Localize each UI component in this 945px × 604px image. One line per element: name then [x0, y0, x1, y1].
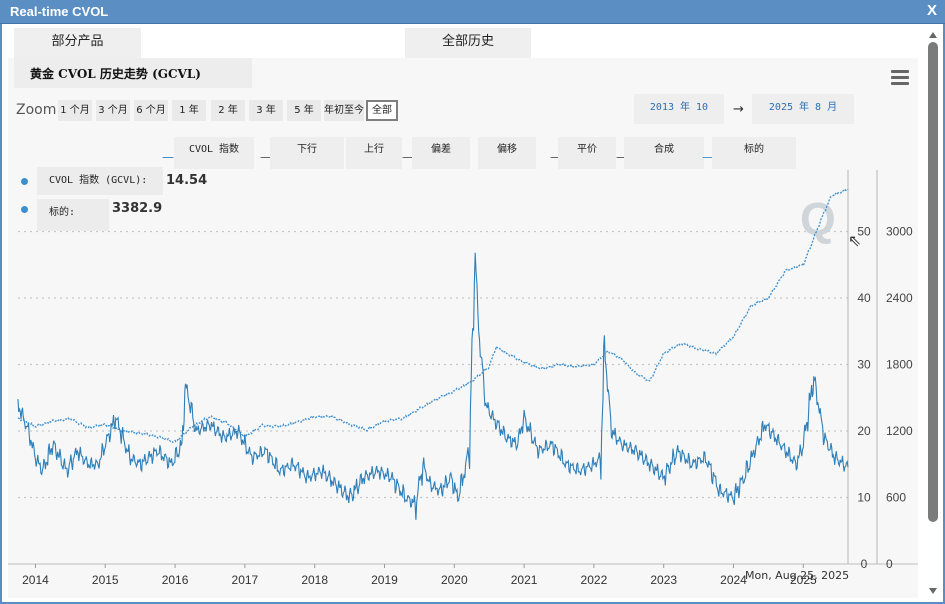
- legend-item-composite[interactable]: 合成: [624, 137, 704, 169]
- zoom-3-year-button[interactable]: 3 年: [249, 100, 283, 121]
- left-axis-tick-label: 10: [857, 491, 871, 505]
- tooltip-cvol-value: 14.54: [166, 173, 208, 188]
- vertical-scrollbar[interactable]: [927, 28, 939, 596]
- right-axis-tick-label: 0: [886, 557, 893, 571]
- mouse-cursor-icon: ⇖: [848, 231, 861, 250]
- right-axis-tick-label: 1200: [886, 424, 913, 438]
- watermark-logo-icon: Q: [800, 193, 836, 245]
- zoom-6-month-button[interactable]: 6 个月: [134, 100, 168, 121]
- x-axis-tick-label: 2016: [162, 573, 189, 587]
- tooltip-cvol-label: CVOL 指数 (GCVL):: [37, 167, 163, 195]
- x-axis-tick-label: 2015: [92, 573, 119, 587]
- tab-partial-products[interactable]: 部分产品: [14, 28, 141, 58]
- legend-item-upside[interactable]: 上行: [346, 137, 402, 169]
- legend-item-downside[interactable]: 下行: [270, 137, 344, 169]
- zoom-1-year-button[interactable]: 1 年: [172, 100, 206, 121]
- zoom-all-button[interactable]: 全部: [366, 100, 398, 121]
- right-axis-tick-label: 3000: [886, 225, 913, 239]
- hover-date-label: Mon, Aug 25, 2025: [745, 569, 850, 582]
- right-axis-tick-label: 1800: [886, 358, 913, 372]
- legend-item-underlying[interactable]: 标的: [712, 137, 796, 169]
- tooltip-underlying-label: 标的:: [37, 199, 109, 231]
- x-axis-tick-label: 2017: [232, 573, 259, 587]
- date-to-input[interactable]: 2025 年 8 月: [752, 94, 854, 124]
- legend-item-atm[interactable]: 平价: [558, 137, 616, 169]
- zoom-ytd-button[interactable]: 年初至今: [324, 100, 364, 121]
- date-from-input[interactable]: 2013 年 10: [634, 94, 724, 124]
- left-axis-tick-label: 50: [857, 225, 871, 239]
- left-axis-tick-label: 20: [857, 424, 871, 438]
- x-axis-tick-label: 2014: [22, 573, 49, 587]
- chart-title: 黄金 CVOL 历史走势 (GCVL): [30, 67, 201, 81]
- tooltip-underlying-dot-icon: [21, 206, 28, 213]
- legend-item-cvol[interactable]: CVOL 指数: [174, 137, 254, 169]
- right-axis-tick-label: 2400: [886, 291, 913, 305]
- scroll-up-arrow-icon[interactable]: [929, 32, 937, 38]
- tooltip-underlying-value: 3382.9: [112, 201, 163, 216]
- series-line-underlying: [17, 187, 849, 444]
- right-axis-tick-label: 600: [886, 491, 906, 505]
- left-axis-tick-label: 40: [857, 291, 871, 305]
- scroll-thumb[interactable]: [928, 42, 938, 522]
- zoom-5-year-button[interactable]: 5 年: [287, 100, 321, 121]
- zoom-1-month-button[interactable]: 1 个月: [58, 100, 92, 121]
- x-axis-tick-label: 2025: [790, 573, 817, 587]
- x-axis-tick-label: 2018: [301, 573, 328, 587]
- date-range-arrow-icon: →: [733, 102, 744, 117]
- x-axis-tick-label: 2023: [650, 573, 677, 587]
- x-axis-tick-label: 2024: [720, 573, 747, 587]
- zoom-3-month-button[interactable]: 3 个月: [96, 100, 130, 121]
- x-axis-tick-label: 2022: [581, 573, 608, 587]
- x-axis-tick-label: 2021: [511, 573, 538, 587]
- series-line-cvol: [17, 252, 849, 520]
- left-axis-tick-label: 0: [861, 557, 868, 571]
- legend-line-icon: —: [402, 150, 414, 164]
- window-titlebar: Real-time CVOL X: [0, 0, 945, 24]
- hamburger-menu-icon[interactable]: [891, 70, 909, 85]
- x-axis-tick-label: 2020: [441, 573, 468, 587]
- left-axis-tick-label: 30: [857, 358, 871, 372]
- window-title: Real-time CVOL: [10, 4, 109, 19]
- legend-line-icon: —: [260, 150, 272, 164]
- chart-title-box: 黄金 CVOL 历史走势 (GCVL): [14, 58, 252, 88]
- tooltip-cvol-dot-icon: [21, 178, 28, 185]
- tab-full-history[interactable]: 全部历史: [405, 28, 531, 58]
- zoom-label: Zoom: [16, 102, 57, 118]
- legend-item-skew[interactable]: 偏差: [412, 137, 470, 169]
- legend-item-offset[interactable]: 偏移: [478, 137, 536, 169]
- zoom-2-year-button[interactable]: 2 年: [211, 100, 245, 121]
- x-axis-tick-label: 2019: [371, 573, 398, 587]
- legend-line-icon: —: [702, 150, 714, 164]
- scroll-down-arrow-icon[interactable]: [929, 588, 937, 594]
- legend-line-icon: —: [162, 150, 174, 164]
- close-button[interactable]: X: [926, 2, 937, 19]
